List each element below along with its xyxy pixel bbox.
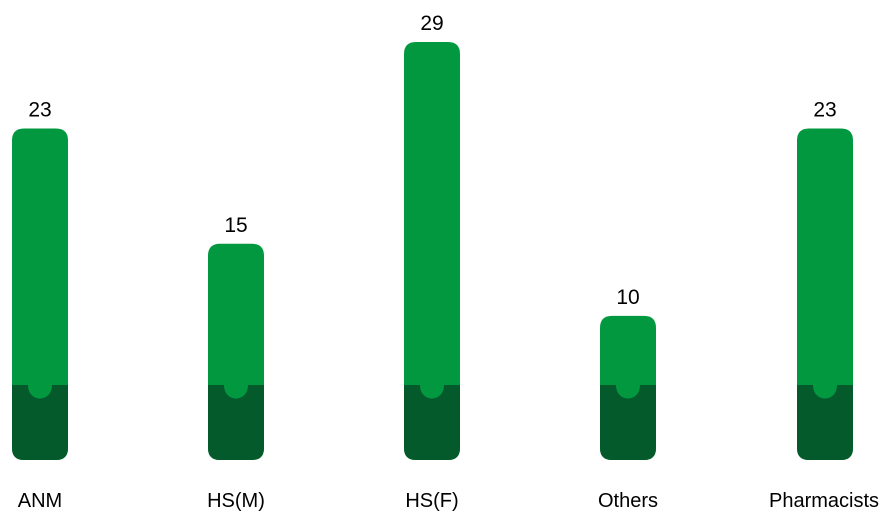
value-label: 23 (28, 98, 51, 121)
value-labels-group: 23 15 29 10 23 (28, 12, 836, 309)
bar-base-others (600, 385, 656, 460)
value-label: 29 (420, 12, 443, 35)
category-label: HS(F) (405, 490, 458, 512)
value-label: 15 (224, 214, 247, 237)
bar-base-hs-f (404, 385, 460, 460)
bar-hs-f (404, 42, 460, 460)
category-label: Pharmacists (769, 490, 879, 512)
bar-base-hs-m (208, 385, 264, 460)
bar-pharmacists (797, 128, 853, 460)
category-labels-group: ANM HS(M) HS(F) Others Pharmacists (18, 490, 879, 512)
value-label: 10 (616, 286, 639, 309)
bar-anm (12, 128, 68, 460)
bar-base-anm (12, 385, 68, 460)
bars-group (12, 42, 853, 460)
value-label: 23 (813, 98, 836, 121)
category-label: Others (598, 490, 658, 512)
category-label: HS(M) (207, 490, 265, 512)
category-label: ANM (18, 490, 62, 512)
bar-base-pharmacists (797, 385, 853, 460)
